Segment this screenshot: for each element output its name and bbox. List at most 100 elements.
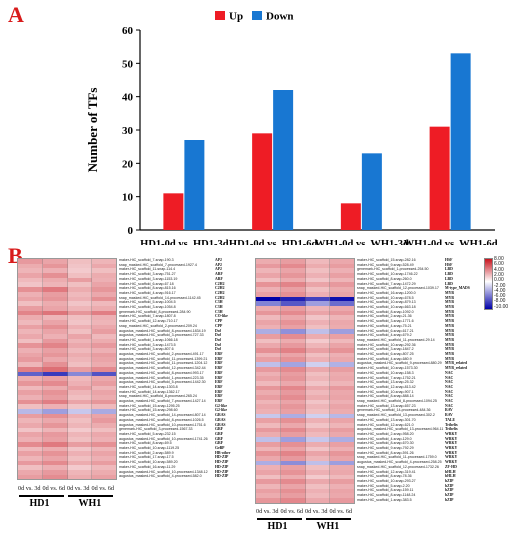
legend-label-down: Down (266, 11, 294, 23)
tf-family-label: HD-ZIP (215, 474, 229, 479)
heatmap-cell (330, 376, 354, 381)
heatmap-cell (330, 427, 354, 433)
heatmap-cell (305, 273, 331, 278)
heatmap-cell (18, 394, 43, 400)
gene-id-label: snap_masked-HiC_scaffold_12-processed-10… (357, 286, 439, 291)
heatmap-cell (330, 380, 354, 386)
tf-family-label: ERF (215, 366, 223, 371)
heatmap-cell (42, 352, 68, 358)
heatmap-cell (280, 348, 306, 353)
heatmap-cell (92, 277, 116, 283)
heatmap-cell (256, 352, 281, 358)
heatmap-cell (305, 268, 331, 274)
heatmap-cell (305, 310, 331, 316)
gene-id-label: maker-HiC_scaffold_8-snap-815.16 (119, 286, 176, 291)
heatmap-cell (330, 423, 354, 428)
heatmap-cell (280, 287, 306, 292)
heatmap-row (256, 465, 354, 470)
heatmap-cell (256, 474, 281, 480)
heatmap-cell (67, 296, 93, 302)
heatmap-cell (42, 423, 68, 428)
heatmap-row (18, 263, 116, 269)
heatmap-row (256, 418, 354, 424)
bar-down (450, 53, 471, 231)
tf-family-label: AP2 (215, 258, 222, 262)
heatmap-row (256, 488, 354, 494)
heatmap-row (18, 437, 116, 442)
heatmap-cell (42, 385, 68, 391)
heatmap-cell (256, 423, 281, 428)
gene-id-label: maker-HiC_scaffold_7-snap-1807.8 (119, 314, 176, 319)
gene-id-label: snap_masked-HiC_scaffold_14-processed-11… (119, 295, 201, 300)
gene-id-label: maker-HiC_scaffold_16-snap-11.29 (119, 464, 176, 469)
gene-id-label: maker-HiC_scaffold_13-snap-657.23 (357, 403, 416, 408)
heatmap-cell (256, 366, 281, 372)
heatmap-cell (280, 291, 306, 297)
heatmap-cell (256, 296, 281, 302)
heatmap-cell (330, 287, 354, 292)
heatmap-row (18, 329, 116, 334)
heatmap-row (256, 348, 354, 353)
heatmap-cell (305, 371, 331, 377)
column-label: 0d vs. 3d (256, 508, 279, 516)
group-label: WH1 (316, 521, 340, 533)
heatmap-cell (305, 474, 331, 480)
heatmap-cell (18, 404, 43, 409)
heatmap-row (256, 296, 354, 302)
heatmap-row (18, 432, 116, 438)
heatmap-cell (330, 404, 354, 409)
gene-id-label: genemark-HiC_scaffold_1-processed-254.50 (357, 267, 429, 272)
tf-family-label: bZIP (445, 488, 454, 493)
heatmap-cell (256, 394, 281, 400)
heatmap-cell (67, 394, 93, 400)
heatmap-cell (256, 348, 281, 353)
x-tick-label: HD1-0d vs. HD1-3d (140, 239, 229, 245)
heatmap-cell (92, 371, 116, 377)
heatmap-cell (42, 465, 68, 470)
heatmap-cell (305, 465, 331, 470)
heatmap-row (256, 287, 354, 292)
heatmap-cell (305, 338, 331, 344)
group-underline (19, 494, 64, 497)
heatmap-cell (256, 357, 281, 363)
heatmap-cell (92, 376, 116, 381)
tf-family-label: NAC (445, 389, 454, 394)
color-scale-tick: 0.00 (494, 277, 504, 284)
gene-id-label: maker-HiC_scaffold_3-snap-1153.19 (119, 276, 178, 281)
heatmap-cell (67, 301, 93, 306)
heatmap-cell (18, 451, 43, 456)
heatmap-cell (330, 432, 354, 438)
heatmap-cell (92, 366, 116, 372)
heatmap-cell (305, 390, 331, 395)
color-scale-tick: -6.00 (494, 293, 506, 300)
tf-family-label: ZF-HD (445, 464, 457, 469)
heatmap-cell (280, 437, 306, 442)
heatmap-row (256, 319, 354, 325)
heatmap-cell (305, 488, 331, 494)
tf-family-label: NAC (445, 370, 454, 375)
group-underline (257, 518, 302, 521)
heatmap-cell (280, 376, 306, 381)
heatmap-cell (330, 460, 354, 466)
tf-family-label: GRAS (215, 422, 226, 427)
gene-id-label: maker-HiC_scaffold_10-snap-293.27 (357, 478, 416, 483)
gene-id-label: maker-HiC_scaffold_5-snap-232.15 (119, 431, 176, 436)
gene-id-label: maker-HiC_scaffold_3-snap-1771.6 (357, 319, 414, 324)
tf-family-label: MYB (445, 337, 454, 342)
heatmap-cell (305, 479, 331, 484)
heatmap-cell (305, 315, 331, 320)
heatmap-cell (280, 259, 306, 264)
heatmap-cell (280, 399, 306, 405)
heatmap-cell (305, 432, 331, 438)
heatmap-cell (305, 263, 331, 269)
heatmap-cell (280, 305, 306, 311)
heatmap-cell (18, 409, 43, 414)
heatmap-cell (18, 474, 43, 480)
heatmap-cell (256, 273, 281, 278)
heatmap-cell (42, 390, 68, 395)
color-scale-tick: 2.00 (494, 271, 504, 278)
heatmap-cell (330, 399, 354, 405)
heatmap-cell (305, 362, 331, 367)
heatmap-cell (18, 282, 43, 288)
heatmap-row (18, 441, 116, 447)
